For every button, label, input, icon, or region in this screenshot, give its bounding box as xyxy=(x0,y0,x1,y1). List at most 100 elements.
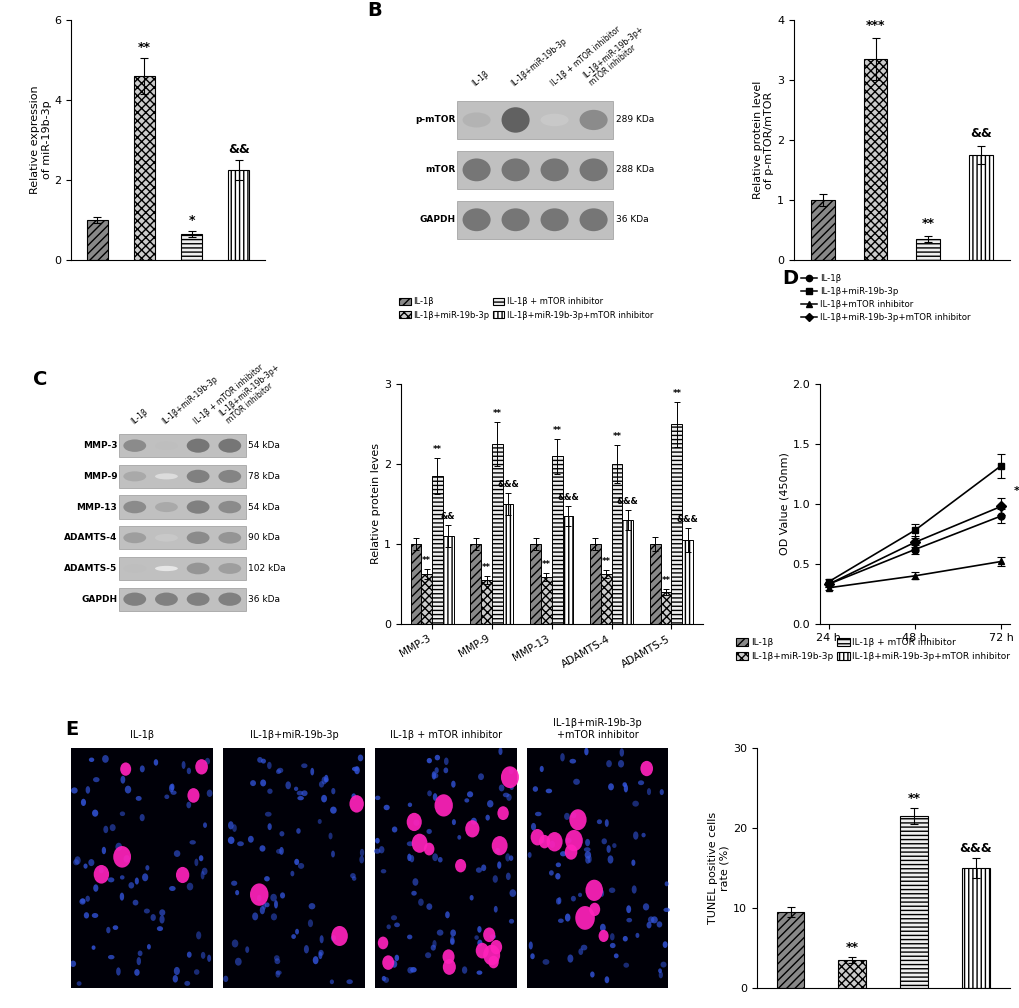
Ellipse shape xyxy=(498,748,502,755)
Ellipse shape xyxy=(488,956,498,969)
Ellipse shape xyxy=(92,913,98,918)
Text: &&&: &&& xyxy=(959,843,991,856)
Ellipse shape xyxy=(424,843,434,856)
Ellipse shape xyxy=(310,768,314,775)
Ellipse shape xyxy=(430,944,435,951)
Bar xyxy=(682,540,692,624)
Bar xyxy=(180,234,202,260)
Ellipse shape xyxy=(92,809,98,816)
Ellipse shape xyxy=(407,812,422,832)
Ellipse shape xyxy=(599,890,603,897)
Bar xyxy=(481,580,491,624)
Ellipse shape xyxy=(443,757,448,765)
Ellipse shape xyxy=(606,845,610,853)
Y-axis label: Relative protein leves: Relative protein leves xyxy=(371,444,381,564)
Text: 54 kDa: 54 kDa xyxy=(248,503,280,512)
Ellipse shape xyxy=(159,909,165,916)
Ellipse shape xyxy=(604,820,608,827)
Ellipse shape xyxy=(585,856,590,864)
Ellipse shape xyxy=(578,893,582,897)
Ellipse shape xyxy=(434,755,439,760)
Ellipse shape xyxy=(407,934,412,939)
Text: &&&: &&& xyxy=(496,480,519,489)
Legend: IL-1β, IL-1β+miR-19b-3p, IL-1β + mTOR inhibitor, IL-1β+miR-19b-3p+mTOR inhibitor: IL-1β, IL-1β+miR-19b-3p, IL-1β + mTOR in… xyxy=(735,638,1010,660)
Ellipse shape xyxy=(585,880,602,901)
Ellipse shape xyxy=(407,842,413,847)
Ellipse shape xyxy=(381,976,385,981)
Text: p-mTOR: p-mTOR xyxy=(415,116,454,124)
Ellipse shape xyxy=(132,900,139,905)
Ellipse shape xyxy=(262,902,266,910)
Ellipse shape xyxy=(186,531,209,544)
Ellipse shape xyxy=(477,939,482,947)
Ellipse shape xyxy=(489,934,495,939)
Ellipse shape xyxy=(298,796,304,800)
Ellipse shape xyxy=(410,855,414,863)
Ellipse shape xyxy=(500,766,519,788)
Ellipse shape xyxy=(186,801,191,808)
Ellipse shape xyxy=(462,967,467,974)
Bar xyxy=(119,588,246,611)
Ellipse shape xyxy=(123,472,146,482)
Ellipse shape xyxy=(391,961,396,968)
Ellipse shape xyxy=(601,839,606,845)
Ellipse shape xyxy=(454,859,466,872)
Ellipse shape xyxy=(478,773,484,780)
Text: IL-1β + mTOR inhibitor: IL-1β + mTOR inhibitor xyxy=(389,730,501,740)
Text: D: D xyxy=(782,269,797,288)
Text: **: ** xyxy=(601,557,610,566)
Ellipse shape xyxy=(155,593,177,606)
Ellipse shape xyxy=(426,903,432,910)
Y-axis label: Relative expression
of miR-19b-3p: Relative expression of miR-19b-3p xyxy=(31,86,52,195)
Ellipse shape xyxy=(264,876,269,881)
Ellipse shape xyxy=(465,821,479,838)
Ellipse shape xyxy=(450,780,455,787)
Ellipse shape xyxy=(290,871,294,876)
Ellipse shape xyxy=(123,855,129,863)
Ellipse shape xyxy=(596,820,601,825)
Ellipse shape xyxy=(589,903,599,916)
Ellipse shape xyxy=(432,940,436,948)
Ellipse shape xyxy=(565,830,582,851)
Ellipse shape xyxy=(555,863,560,867)
Ellipse shape xyxy=(123,532,146,543)
Ellipse shape xyxy=(571,812,576,818)
Ellipse shape xyxy=(565,838,571,844)
Ellipse shape xyxy=(308,919,313,927)
Bar xyxy=(527,748,667,988)
Bar xyxy=(562,516,573,624)
Ellipse shape xyxy=(579,209,607,231)
Ellipse shape xyxy=(293,859,299,865)
Bar xyxy=(649,544,660,624)
Ellipse shape xyxy=(599,923,605,931)
Text: IL-1β+miR-19b-3p: IL-1β+miR-19b-3p xyxy=(510,36,569,88)
Ellipse shape xyxy=(530,954,534,960)
Ellipse shape xyxy=(142,873,148,881)
Ellipse shape xyxy=(329,980,333,984)
Ellipse shape xyxy=(136,796,142,801)
Ellipse shape xyxy=(318,950,323,956)
Bar xyxy=(432,476,442,624)
Ellipse shape xyxy=(144,908,150,913)
Legend: IL-1β, IL-1β+miR-19b-3p, IL-1β + mTOR inhibitor, IL-1β+miR-19b-3p+mTOR inhibitor: IL-1β, IL-1β+miR-19b-3p, IL-1β + mTOR in… xyxy=(398,297,652,320)
Ellipse shape xyxy=(274,900,277,908)
Ellipse shape xyxy=(443,767,447,773)
Ellipse shape xyxy=(235,890,238,895)
Ellipse shape xyxy=(352,767,359,771)
Ellipse shape xyxy=(635,932,639,938)
Ellipse shape xyxy=(234,958,242,966)
Ellipse shape xyxy=(657,969,661,973)
Bar xyxy=(442,536,453,624)
Ellipse shape xyxy=(624,784,628,792)
Ellipse shape xyxy=(538,839,544,844)
Bar xyxy=(660,592,671,624)
Ellipse shape xyxy=(391,827,397,833)
Ellipse shape xyxy=(157,926,163,931)
Ellipse shape xyxy=(477,926,481,932)
Ellipse shape xyxy=(93,884,98,892)
Ellipse shape xyxy=(115,843,122,851)
Ellipse shape xyxy=(578,949,583,955)
Ellipse shape xyxy=(475,942,488,959)
Ellipse shape xyxy=(584,851,591,859)
Ellipse shape xyxy=(203,823,207,828)
